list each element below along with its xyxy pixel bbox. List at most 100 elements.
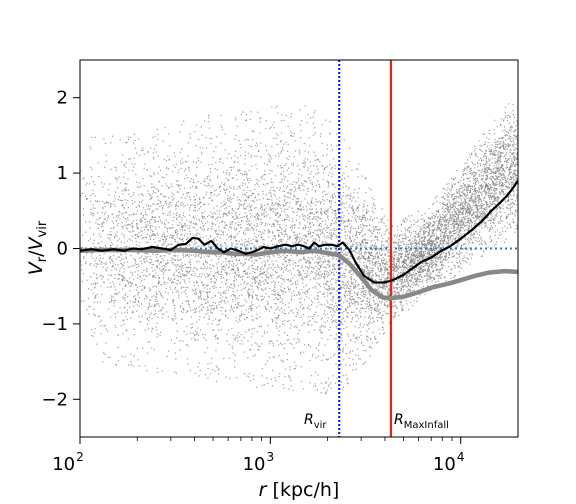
- scatter-point: [327, 263, 329, 265]
- scatter-point: [515, 148, 517, 150]
- scatter-point: [441, 196, 443, 199]
- scatter-point: [455, 237, 457, 239]
- scatter-point: [420, 266, 422, 268]
- scatter-point: [243, 263, 245, 266]
- scatter-point: [232, 298, 234, 300]
- scatter-point: [507, 131, 509, 133]
- scatter-point: [344, 235, 346, 237]
- scatter-point: [304, 180, 306, 182]
- scatter-point: [372, 257, 375, 260]
- scatter-point: [157, 190, 160, 192]
- scatter-point: [280, 172, 282, 174]
- scatter-point: [304, 292, 306, 294]
- scatter-point: [376, 263, 378, 265]
- scatter-point: [462, 190, 464, 192]
- scatter-point: [172, 300, 174, 302]
- scatter-point: [196, 167, 198, 169]
- scatter-point: [492, 181, 494, 183]
- scatter-point: [462, 222, 464, 224]
- scatter-point: [304, 161, 307, 164]
- scatter-point: [494, 231, 496, 233]
- scatter-point: [85, 184, 87, 186]
- scatter-point: [251, 294, 253, 297]
- scatter-point: [284, 332, 286, 334]
- scatter-point: [104, 218, 107, 220]
- scatter-point: [370, 309, 373, 311]
- scatter-point: [335, 209, 337, 211]
- scatter-point: [315, 173, 317, 175]
- scatter-point: [184, 225, 186, 227]
- scatter-point: [495, 182, 497, 184]
- scatter-point: [310, 202, 312, 204]
- scatter-point: [492, 153, 494, 155]
- scatter-point: [188, 304, 190, 306]
- scatter-point: [281, 242, 283, 244]
- scatter-point: [488, 192, 490, 195]
- scatter-point: [235, 258, 237, 260]
- scatter-point: [330, 299, 332, 301]
- scatter-point: [249, 229, 251, 231]
- scatter-point: [484, 179, 487, 181]
- scatter-point: [475, 172, 477, 174]
- scatter-point: [281, 210, 283, 212]
- scatter-point: [294, 196, 296, 198]
- scatter-point: [288, 376, 290, 378]
- scatter-point: [475, 207, 477, 209]
- scatter-point: [261, 231, 263, 233]
- scatter-point: [474, 204, 476, 206]
- scatter-point: [255, 297, 258, 299]
- scatter-point: [452, 252, 454, 254]
- scatter-point: [354, 217, 356, 219]
- scatter-point: [346, 311, 348, 314]
- scatter-point: [172, 302, 174, 304]
- scatter-point: [460, 223, 462, 225]
- scatter-point: [428, 275, 431, 278]
- scatter-point: [94, 207, 96, 209]
- scatter-point: [296, 214, 298, 217]
- scatter-point: [333, 266, 335, 268]
- scatter-point: [306, 259, 308, 261]
- scatter-point: [448, 266, 450, 268]
- scatter-point: [478, 197, 480, 199]
- scatter-point: [369, 293, 371, 295]
- scatter-point: [407, 290, 409, 292]
- scatter-point: [266, 300, 269, 303]
- scatter-point: [255, 225, 257, 227]
- scatter-point: [180, 223, 182, 225]
- scatter-point: [154, 216, 156, 218]
- scatter-point: [324, 275, 326, 278]
- scatter-point: [129, 158, 132, 160]
- scatter-point: [120, 274, 123, 277]
- scatter-point: [233, 338, 235, 340]
- scatter-point: [248, 224, 250, 226]
- scatter-point: [120, 199, 123, 202]
- scatter-point: [456, 231, 458, 233]
- scatter-point: [376, 307, 379, 309]
- scatter-point: [507, 145, 509, 147]
- scatter-point: [318, 228, 320, 231]
- scatter-point: [446, 242, 448, 245]
- scatter-point: [223, 212, 225, 215]
- scatter-point: [195, 174, 197, 176]
- scatter-point: [220, 271, 222, 273]
- scatter-point: [338, 323, 340, 325]
- scatter-point: [457, 262, 459, 264]
- scatter-point: [444, 211, 446, 213]
- scatter-point: [426, 247, 429, 249]
- scatter-point: [510, 165, 512, 167]
- scatter-point: [263, 239, 265, 241]
- scatter-point: [490, 149, 492, 151]
- scatter-point: [465, 260, 467, 262]
- scatter-point: [260, 325, 262, 327]
- scatter-point: [151, 218, 153, 221]
- scatter-point: [243, 282, 245, 284]
- scatter-point: [498, 191, 501, 193]
- scatter-point: [450, 214, 452, 217]
- scatter-point: [447, 211, 449, 213]
- scatter-point: [368, 305, 370, 307]
- scatter-point: [125, 162, 127, 164]
- scatter-point: [286, 196, 288, 198]
- scatter-point: [478, 174, 480, 176]
- scatter-point: [376, 305, 378, 308]
- scatter-point: [358, 187, 360, 190]
